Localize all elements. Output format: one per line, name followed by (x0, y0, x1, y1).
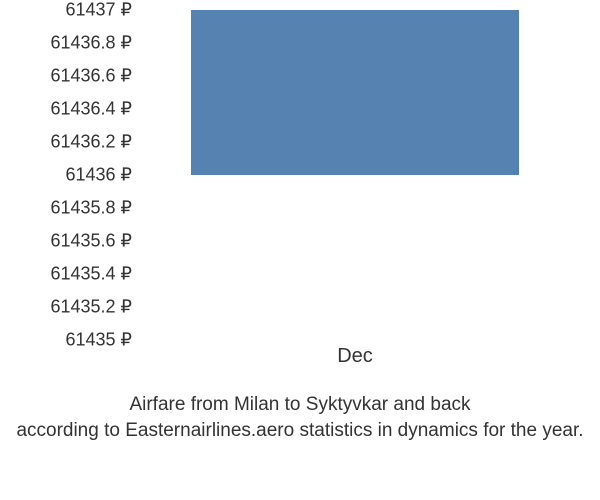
caption-line2: according to Easternairlines.aero statis… (16, 420, 583, 441)
y-tick-label: 61436.6 ₽ (50, 66, 132, 87)
y-tick-label: 61435.4 ₽ (50, 264, 132, 285)
y-tick-label: 61435.2 ₽ (50, 297, 132, 318)
y-tick-label: 61435 ₽ (65, 330, 132, 351)
chart-caption: Airfare from Milan to Syktyvkar and back… (0, 392, 600, 445)
y-tick-label: 61435.6 ₽ (50, 231, 132, 252)
y-tick-label: 61436.2 ₽ (50, 132, 132, 153)
y-axis: 61437 ₽61436.8 ₽61436.6 ₽61436.4 ₽61436.… (10, 10, 140, 340)
caption-line1: Airfare from Milan to Syktyvkar and back (129, 394, 470, 415)
y-tick-label: 61437 ₽ (65, 0, 132, 21)
chart-container: 61437 ₽61436.8 ₽61436.6 ₽61436.4 ₽61436.… (10, 10, 590, 390)
y-tick-label: 61436 ₽ (65, 165, 132, 186)
x-tick-label: Dec (337, 345, 373, 368)
y-tick-label: 61436.4 ₽ (50, 99, 132, 120)
y-tick-label: 61435.8 ₽ (50, 198, 132, 219)
x-axis: Dec (145, 345, 565, 375)
y-tick-label: 61436.8 ₽ (50, 33, 132, 54)
plot-area (145, 10, 565, 340)
bar (191, 10, 519, 175)
